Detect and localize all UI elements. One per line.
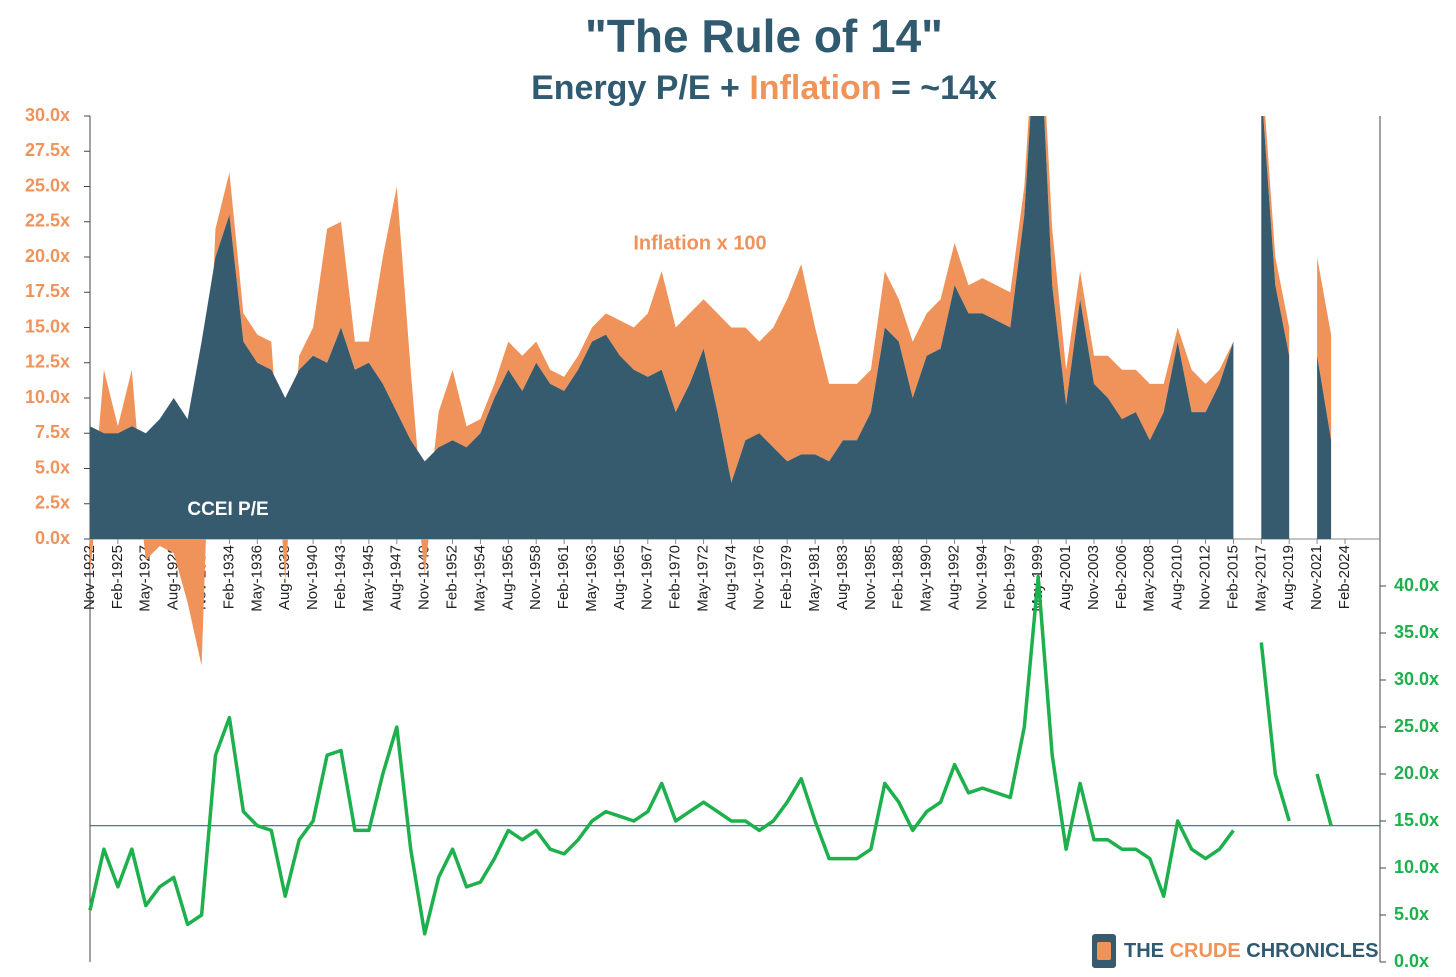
x-tick-label: Aug-2010: [1169, 545, 1186, 610]
annotation: CCEI P/E: [187, 499, 268, 520]
y-tick-label: 12.5x: [25, 352, 70, 372]
y2-tick-label: 10.0x: [1394, 857, 1439, 877]
x-tick-label: Feb-2006: [1113, 545, 1130, 609]
y2-tick-label: 35.0x: [1394, 622, 1439, 642]
x-tick-label: Feb-1952: [444, 545, 461, 609]
x-tick-label: May-1981: [806, 545, 823, 612]
plot: 0.0x 2.5x 5.0x 7.5x 10.0x 12.5x 15.0x 17.5x 20.0…: [25, 105, 1439, 971]
y-tick-label: 7.5x: [35, 422, 70, 442]
x-tick-label: May-1963: [583, 545, 600, 612]
x-tick-label: May-1945: [360, 545, 377, 612]
x-tick-label: May-1990: [918, 545, 935, 612]
subtitle-part: Inflation: [749, 69, 881, 107]
inflation-area: [90, 116, 1332, 666]
y2-tick-label: 40.0x: [1394, 575, 1439, 595]
x-tick-label: May-1927: [137, 545, 154, 612]
x-tick-label: Feb-1997: [1001, 545, 1018, 609]
x-tick-label: May-1972: [695, 545, 712, 612]
logo: THE CRUDE CHRONICLES: [1092, 934, 1378, 968]
x-tick-label: Nov-1922: [81, 545, 98, 610]
x-tick-label: Nov-1994: [973, 545, 990, 610]
logo-part: CHRONICLES: [1241, 940, 1379, 962]
y2-tick-label: 20.0x: [1394, 763, 1439, 783]
y-tick-label: 0.0x: [35, 528, 70, 548]
x-tick-label: Feb-1943: [332, 545, 349, 609]
logo-part: CRUDE: [1170, 940, 1241, 962]
x-tick-label: Nov-1940: [304, 545, 321, 610]
y-tick-label: 15.0x: [25, 316, 70, 336]
x-tick-label: Feb-1979: [778, 545, 795, 609]
y-tick-label: 20.0x: [25, 246, 70, 266]
x-tick-label: Aug-2001: [1057, 545, 1074, 610]
y-tick-label: 27.5x: [25, 140, 70, 160]
y-tick-label: 30.0x: [25, 105, 70, 125]
x-tick-label: Nov-1985: [862, 545, 879, 610]
logo-part: THE: [1124, 940, 1170, 962]
y-tick-label: 22.5x: [25, 211, 70, 231]
x-tick-label: Nov-2021: [1308, 545, 1325, 610]
y-tick-label: 17.5x: [25, 281, 70, 301]
x-tick-label: Aug-2019: [1280, 545, 1297, 610]
x-tick-label: Nov-2012: [1197, 545, 1214, 610]
x-tick-label: Aug-1956: [499, 545, 516, 610]
y-tick-label: 10.0x: [25, 387, 70, 407]
x-tick-label: Nov-1958: [527, 545, 544, 610]
y2-tick-label: 15.0x: [1394, 810, 1439, 830]
y2-tick-label: 0.0x: [1394, 951, 1429, 971]
y-tick-label: 25.0x: [25, 175, 70, 195]
y2-tick-label: 30.0x: [1394, 669, 1439, 689]
x-tick-label: Aug-1938: [276, 545, 293, 610]
x-tick-label: Aug-1965: [611, 545, 628, 610]
x-tick-label: Nov-2003: [1085, 545, 1102, 610]
y2-tick-label: 25.0x: [1394, 716, 1439, 736]
y-tick-label: 2.5x: [35, 493, 70, 513]
x-tick-label: Nov-1949: [416, 545, 433, 610]
x-tick-label: Feb-2015: [1224, 545, 1241, 609]
x-tick-label: May-2017: [1252, 545, 1269, 612]
logo-icon: [1097, 942, 1111, 960]
x-tick-label: Feb-1961: [555, 545, 572, 609]
pe-area: [90, 116, 1332, 539]
x-tick-label: Feb-1925: [109, 545, 126, 609]
x-tick-label: May-1954: [471, 545, 488, 612]
x-tick-label: May-1936: [248, 545, 265, 612]
y-tick-label: 5.0x: [35, 457, 70, 477]
chart-title: "The Rule of 14": [585, 10, 943, 62]
x-tick-label: Feb-2024: [1336, 545, 1353, 609]
x-tick-label: Feb-1970: [667, 545, 684, 609]
subtitle-part: Energy P/E +: [531, 69, 749, 107]
chart-subtitle: Energy P/E + Inflation = ~14x: [531, 69, 997, 107]
x-tick-label: May-2008: [1141, 545, 1158, 612]
x-tick-label: Nov-1967: [639, 545, 656, 610]
x-tick-label: Aug-1992: [946, 545, 963, 610]
x-tick-label: Feb-1934: [220, 545, 237, 609]
top-area: [90, 116, 1332, 666]
total-line: [88, 574, 1333, 936]
x-tick-label: Aug-1983: [834, 545, 851, 610]
subtitle-part: = ~14x: [882, 69, 997, 107]
x-tick-label: Aug-1947: [388, 545, 405, 610]
x-tick-label: Nov-1976: [750, 545, 767, 610]
x-tick-label: Aug-1974: [722, 545, 739, 610]
x-tick-label: Feb-1988: [890, 545, 907, 609]
annotation: Inflation x 100: [633, 232, 766, 254]
logo-text: THE CRUDE CHRONICLES: [1124, 940, 1378, 962]
y2-tick-label: 5.0x: [1394, 904, 1429, 924]
